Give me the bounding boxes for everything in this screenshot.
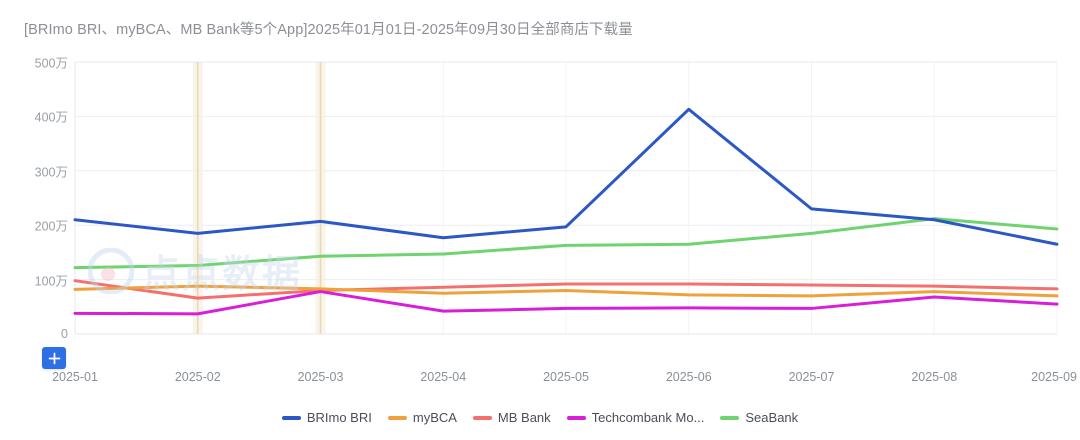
y-axis-tick-label: 500万 [34,56,68,71]
legend-item-mb-bank[interactable]: MB Bank [472,410,551,425]
y-axis-tick-label: 300万 [34,165,68,180]
x-axis-tick-label: 2025-07 [788,370,835,384]
x-axis-tick-label: 2025-08 [911,370,958,384]
y-axis-tick-label: 400万 [34,110,68,125]
legend-color-swatch [472,415,492,420]
chart-legend: BRImo BRI myBCA MB Bank Techcombank Mo... Se… [0,410,1080,425]
y-axis-tick-label: 0 [61,327,68,341]
legend-color-swatch [566,415,586,420]
series-line-brimo-bri [73,107,1059,246]
legend-label: myBCA [412,410,457,425]
x-axis-tick-label: 2025-09 [1031,370,1077,384]
series-line-techcombank-mo [73,290,1059,316]
legend-item-techcombank-mo[interactable]: Techcombank Mo... [566,410,705,425]
page-title: [BRImo BRI、myBCA、MB Bank等5个App]2025年01月0… [24,22,633,38]
watermark-text: 点点数据 [142,252,303,296]
x-axis-tick-label: 2025-02 [174,370,221,384]
series-line-mb-bank [73,279,1059,300]
highlight-band [315,62,326,334]
add-series-button[interactable] [42,347,66,369]
legend-color-swatch [387,415,407,420]
watermark: 点点数据 [87,243,303,298]
y-axis-tick-label: 200万 [34,219,68,234]
x-axis-tick-label: 2025-03 [297,370,344,384]
legend-color-swatch [281,415,301,420]
x-axis-tick-label: 2025-05 [543,370,589,384]
series-line-seabank [73,217,1059,270]
y-axis-tick-label: 100万 [34,274,68,289]
highlight-band [192,62,203,334]
legend-label: BRImo BRI [306,410,372,425]
series-line-mybca [73,284,1059,298]
legend-label: SeaBank [745,410,799,425]
legend-item-brimo-bri[interactable]: BRImo BRI [281,410,372,425]
x-axis-tick-label: 2025-04 [420,370,467,384]
legend-item-seabank[interactable]: SeaBank [720,410,798,425]
legend-label: MB Bank [497,410,551,425]
plus-icon [48,352,60,364]
x-axis-tick-label: 2025-01 [52,370,98,384]
legend-item-mybca[interactable]: myBCA [387,410,457,425]
legend-color-swatch [720,415,740,420]
x-axis-tick-label: 2025-06 [665,370,712,384]
dd-logo-icon [87,247,135,294]
legend-label: Techcombank Mo... [591,410,705,425]
